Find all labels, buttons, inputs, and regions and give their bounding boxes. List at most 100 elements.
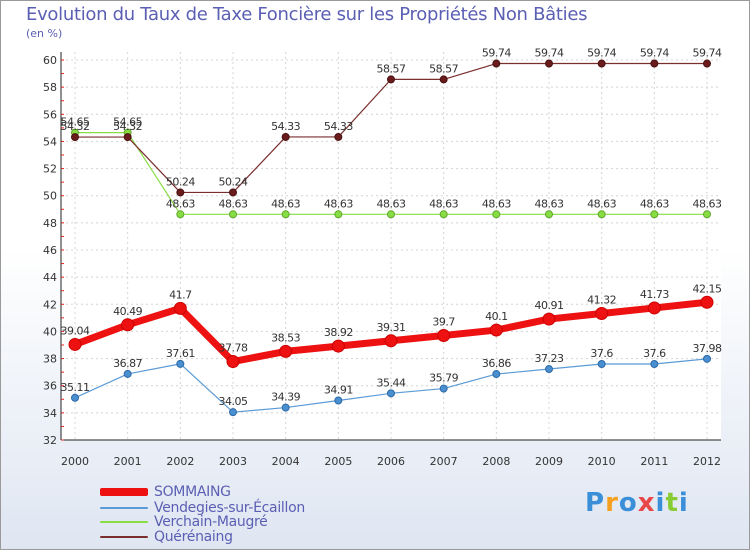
data-label-vendegies: 35.44 (377, 376, 406, 389)
data-label-sommaing: 38.92 (324, 326, 353, 339)
data-point-sommaing (437, 329, 451, 342)
data-point-querenaing (176, 188, 185, 197)
y-tick-label: 50 (43, 190, 57, 203)
legend-label-sommaing: SOMMAING (154, 484, 231, 500)
data-point-vendegies (492, 370, 501, 379)
data-point-verchain (387, 210, 395, 219)
logo-letter: r (605, 488, 619, 518)
data-label-vendegies: 37.61 (166, 347, 195, 360)
data-point-vendegies (71, 393, 79, 402)
data-label-querenaing: 59.74 (535, 47, 564, 60)
data-point-querenaing (439, 75, 448, 84)
data-label-verchain: 48.63 (640, 197, 669, 210)
data-point-verchain (492, 210, 501, 219)
y-axis-unit: (en %) (26, 27, 63, 40)
y-tick-label: 32 (43, 434, 57, 447)
data-point-vendegies (387, 389, 395, 398)
data-label-querenaing: 54.32 (113, 120, 142, 133)
y-tick-label: 48 (43, 217, 57, 230)
x-tick-label: 2003 (219, 455, 247, 468)
x-tick-label: 2004 (272, 455, 300, 468)
data-point-vendegies (439, 384, 448, 393)
data-point-querenaing (229, 188, 237, 197)
x-tick-label: 2002 (166, 455, 194, 468)
x-tick-label: 2001 (114, 455, 142, 468)
data-label-sommaing: 39.31 (377, 321, 406, 334)
data-label-verchain: 48.63 (587, 197, 616, 210)
data-label-querenaing: 59.74 (640, 47, 669, 60)
data-point-sommaing (121, 318, 135, 332)
data-label-sommaing: 41.32 (587, 294, 616, 307)
data-label-vendegies: 36.87 (113, 357, 142, 370)
data-label-sommaing: 39.04 (61, 324, 90, 337)
data-label-querenaing: 59.74 (482, 47, 511, 60)
data-point-vendegies (703, 354, 711, 363)
data-label-verchain: 48.63 (377, 197, 406, 210)
data-point-verchain (281, 210, 290, 219)
legend-swatch-sommaing (100, 488, 148, 496)
x-tick-label: 2009 (535, 455, 563, 468)
data-label-querenaing: 59.74 (587, 47, 616, 60)
data-label-querenaing: 58.57 (429, 62, 458, 75)
data-label-verchain: 48.63 (219, 197, 248, 210)
data-point-sommaing (173, 301, 187, 315)
data-label-verchain: 48.63 (324, 197, 353, 210)
data-label-sommaing: 38.53 (271, 331, 300, 344)
y-tick-label: 34 (43, 407, 57, 420)
data-label-sommaing: 41.73 (640, 288, 669, 301)
y-tick-label: 58 (43, 81, 57, 94)
logo-letter: x (637, 488, 656, 518)
y-tick-label: 38 (43, 353, 57, 366)
logo-letter: P (585, 488, 606, 518)
data-label-vendegies: 34.91 (324, 384, 353, 397)
y-tick-label: 54 (43, 135, 57, 148)
data-label-verchain: 54.65 (61, 116, 90, 129)
data-label-verchain: 48.63 (482, 197, 511, 210)
data-label-vendegies: 35.11 (61, 381, 90, 394)
data-label-sommaing: 41.7 (169, 288, 192, 301)
data-point-vendegies (334, 396, 343, 405)
legend-label-vendegies: Vendegies-sur-Écaillon (154, 500, 305, 516)
data-point-verchain (597, 210, 606, 219)
data-label-querenaing: 54.32 (61, 120, 90, 133)
x-tick-label: 2010 (588, 455, 616, 468)
data-point-sommaing (279, 344, 293, 358)
data-point-vendegies (229, 408, 237, 417)
data-label-sommaing: 39.7 (432, 316, 455, 329)
data-label-querenaing: 59.74 (693, 47, 722, 60)
data-point-vendegies (281, 403, 290, 412)
data-label-verchain: 48.63 (429, 197, 458, 210)
legend-swatch-verchain (100, 521, 148, 523)
data-point-sommaing (595, 307, 609, 321)
legend-item-sommaing: SOMMAING (100, 484, 231, 500)
data-point-querenaing (387, 75, 395, 84)
data-point-querenaing (123, 133, 132, 142)
data-point-sommaing (331, 339, 345, 353)
data-point-sommaing (542, 312, 556, 326)
logo-letter: o (618, 488, 638, 518)
data-label-vendegies: 37.98 (693, 342, 722, 355)
data-point-querenaing (703, 59, 711, 68)
data-point-vendegies (650, 360, 659, 368)
data-point-sommaing (226, 355, 240, 369)
data-point-vendegies (597, 360, 606, 368)
data-label-sommaing: 40.91 (535, 299, 564, 312)
y-tick-label: 60 (43, 54, 57, 67)
data-point-sommaing (489, 323, 503, 337)
data-label-sommaing: 37.78 (219, 342, 248, 355)
data-label-vendegies: 34.05 (219, 395, 248, 408)
y-tick-label: 46 (43, 244, 57, 257)
x-tick-label: 2006 (377, 455, 405, 468)
x-tick-label: 2005 (324, 455, 352, 468)
data-point-verchain (650, 210, 659, 219)
data-label-verchain: 48.63 (693, 197, 722, 210)
y-tick-label: 56 (43, 108, 57, 121)
data-point-querenaing (597, 59, 606, 68)
legend-label-verchain: Verchain-Maugré (154, 514, 268, 530)
data-point-verchain (176, 210, 185, 219)
data-point-verchain (703, 210, 711, 219)
data-label-vendegies: 37.6 (590, 347, 613, 360)
data-label-vendegies: 35.79 (429, 372, 458, 385)
y-tick-label: 40 (43, 325, 57, 338)
